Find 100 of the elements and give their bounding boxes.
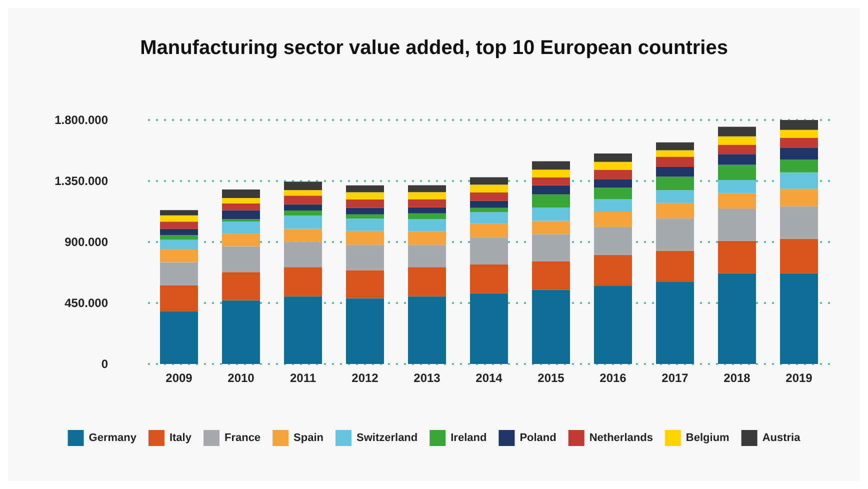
- bar: [160, 235, 198, 240]
- x-tick-label: 2016: [600, 371, 627, 385]
- bar: [408, 185, 446, 192]
- bar: [780, 172, 818, 189]
- bar: [656, 167, 694, 177]
- bar: [222, 204, 260, 210]
- bar: [222, 300, 260, 364]
- bar: [408, 218, 446, 232]
- bar: [346, 192, 384, 200]
- bar: [718, 193, 756, 209]
- bar: [718, 144, 756, 154]
- bar: [718, 273, 756, 364]
- bar: [780, 120, 818, 130]
- y-tick-label: 1.800.000: [54, 113, 108, 127]
- bar: [656, 190, 694, 203]
- bar: [656, 218, 694, 251]
- bar: [160, 222, 198, 229]
- bar: [718, 136, 756, 145]
- legend-label: Netherlands: [589, 432, 653, 444]
- bar: [656, 150, 694, 157]
- bar: [780, 160, 818, 172]
- bar: [656, 156, 694, 168]
- bar: [656, 142, 694, 150]
- bar: [532, 177, 570, 186]
- bar: [160, 311, 198, 364]
- bar: [532, 161, 570, 170]
- bar: [346, 214, 384, 219]
- x-tick-label: 2010: [228, 371, 255, 385]
- bar: [594, 153, 632, 162]
- bar: [718, 154, 756, 165]
- bar: [532, 194, 570, 208]
- bar: [656, 202, 694, 218]
- bar: [408, 296, 446, 364]
- bar: [594, 162, 632, 170]
- x-tick-label: 2017: [662, 371, 689, 385]
- bar: [222, 234, 260, 246]
- bar: [780, 188, 818, 206]
- bar: [470, 264, 508, 294]
- x-tick-label: 2019: [786, 371, 813, 385]
- bar: [470, 184, 508, 193]
- bar: [284, 190, 322, 196]
- bar: [656, 250, 694, 282]
- bar: [594, 212, 632, 227]
- bar: [284, 267, 322, 296]
- bar: [594, 254, 632, 286]
- chart-title: Manufacturing sector value added, top 10 European countries: [140, 37, 728, 59]
- bar: [532, 170, 570, 178]
- legend-label: Ireland: [450, 432, 487, 444]
- bar: [346, 208, 384, 214]
- bar: [408, 199, 446, 208]
- bar: [160, 228, 198, 236]
- bar: [532, 262, 570, 290]
- bar: [284, 216, 322, 229]
- bar: [532, 290, 570, 364]
- legend-label: France: [224, 432, 261, 444]
- bar: [408, 267, 446, 296]
- bar: [222, 219, 260, 222]
- y-tick-label: 1.350.000: [54, 174, 108, 188]
- bar: [284, 204, 322, 211]
- bar: [160, 286, 198, 312]
- bar: [346, 218, 384, 231]
- bar: [532, 208, 570, 221]
- bar: [408, 213, 446, 219]
- bar: [532, 185, 570, 194]
- bar: [222, 222, 260, 234]
- bar: [594, 286, 632, 364]
- bar: [408, 231, 446, 245]
- bar: [346, 298, 384, 364]
- bar: [408, 192, 446, 200]
- bar: [346, 230, 384, 245]
- bar: [160, 240, 198, 250]
- x-tick-label: 2012: [352, 371, 379, 385]
- legend-label: Germany: [88, 432, 138, 444]
- bar: [346, 199, 384, 208]
- bar: [222, 246, 260, 272]
- bar: [284, 296, 322, 364]
- bar: [160, 215, 198, 222]
- bar: [284, 196, 322, 204]
- bar: [160, 210, 198, 216]
- bar: [532, 234, 570, 262]
- bar: [346, 185, 384, 192]
- bar: [718, 164, 756, 180]
- x-tick-label: 2014: [476, 371, 503, 385]
- bar: [284, 228, 322, 242]
- bar: [346, 244, 384, 270]
- legend-label: Belgium: [686, 432, 730, 444]
- x-tick-label: 2015: [538, 371, 565, 385]
- bar: [594, 199, 632, 212]
- bar: [780, 273, 818, 364]
- bar: [222, 210, 260, 220]
- bar: [222, 190, 260, 198]
- bar: [780, 238, 818, 274]
- legend-label: Poland: [520, 432, 556, 444]
- legend-label: Austria: [762, 432, 802, 444]
- bar: [408, 207, 446, 214]
- bar: [470, 212, 508, 224]
- bar: [594, 170, 632, 180]
- legend-label: Italy: [169, 432, 192, 444]
- bar: [718, 208, 756, 241]
- x-tick-label: 2018: [724, 371, 751, 385]
